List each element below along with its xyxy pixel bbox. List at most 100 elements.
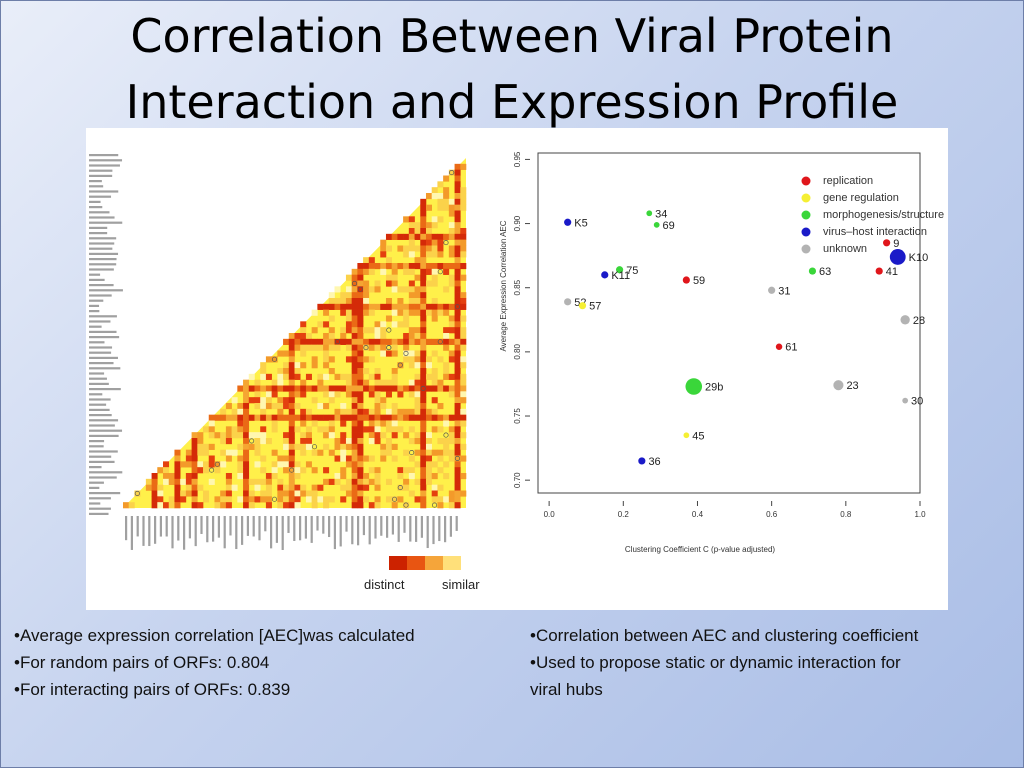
heatmap-cell	[391, 414, 398, 421]
heatmap-cell	[231, 426, 238, 433]
heatmap-cell	[283, 350, 290, 357]
heatmap-cell	[460, 187, 467, 194]
heatmap-cell	[363, 496, 370, 503]
heatmap-cell	[408, 222, 415, 229]
heatmap-cell	[431, 263, 438, 270]
heatmap-cell	[351, 286, 358, 293]
heatmap-cell	[420, 210, 427, 217]
heatmap-cell	[397, 303, 404, 310]
heatmap-cell	[454, 274, 461, 281]
heatmap-cell	[391, 373, 398, 380]
heatmap-cell	[323, 385, 330, 392]
heatmap-cell	[368, 344, 375, 351]
heatmap-cell	[374, 263, 381, 270]
heatmap-cell	[460, 327, 467, 334]
heatmap-cell	[220, 502, 227, 509]
heatmap-cell	[357, 455, 364, 462]
heatmap-cell	[420, 379, 427, 386]
heatmap-marker	[289, 467, 295, 473]
heatmap-marker	[386, 327, 392, 333]
heatmap-cell	[328, 391, 335, 398]
heatmap-cell	[425, 478, 432, 485]
heatmap-cell	[334, 443, 341, 450]
heatmap-cell	[408, 292, 415, 299]
legend-color-high	[443, 556, 461, 570]
heatmap-cell	[448, 490, 455, 497]
heatmap-cell	[265, 391, 272, 398]
heatmap-cell	[454, 298, 461, 305]
heatmap-cell	[345, 274, 352, 281]
heatmap-cell	[397, 408, 404, 415]
heatmap-cell	[437, 414, 444, 421]
heatmap-cell	[425, 373, 432, 380]
heatmap-cell	[443, 473, 450, 480]
heatmap-row-label	[89, 367, 121, 370]
heatmap-cell	[425, 356, 432, 363]
heatmap-row-label	[89, 299, 104, 302]
heatmap-cell	[357, 327, 364, 334]
heatmap-cell	[357, 286, 364, 293]
heatmap-cell	[420, 303, 427, 310]
data-point-28	[900, 315, 910, 325]
heatmap-cell	[374, 408, 381, 415]
heatmap-cell	[288, 385, 295, 392]
heatmap-marker	[357, 286, 363, 292]
heatmap-cell	[345, 338, 352, 345]
heatmap-cell	[351, 502, 358, 509]
heatmap-cell	[460, 193, 467, 200]
heatmap-cell	[340, 438, 347, 445]
data-point-45	[683, 432, 690, 439]
heatmap-cell	[203, 461, 210, 468]
heatmap-cell	[368, 356, 375, 363]
heatmap-cell	[431, 385, 438, 392]
heatmap-cell	[443, 373, 450, 380]
heatmap-cell	[374, 368, 381, 375]
heatmap-cell	[334, 385, 341, 392]
heatmap-row-label	[89, 294, 112, 297]
heatmap-cell	[323, 414, 330, 421]
heatmap-cell	[294, 467, 301, 474]
heatmap-cell	[231, 397, 238, 404]
heatmap-cell	[323, 432, 330, 439]
heatmap-cell	[271, 385, 278, 392]
heatmap-cell	[363, 408, 370, 415]
heatmap-cell	[363, 303, 370, 310]
heatmap-cell	[391, 233, 398, 240]
heatmap-cell	[420, 438, 427, 445]
heatmap-cell	[340, 303, 347, 310]
heatmap-cell	[123, 502, 130, 509]
heatmap-cell	[454, 502, 461, 509]
heatmap-cell	[380, 268, 387, 275]
heatmap-cell	[288, 333, 295, 340]
heatmap-cell	[248, 385, 255, 392]
heatmap-cell	[420, 251, 427, 258]
heatmap-cell	[357, 432, 364, 439]
slide-title-line-2: Interaction and Expression Profile	[125, 75, 899, 129]
heatmap-cell	[300, 414, 307, 421]
heatmap-cell	[448, 263, 455, 270]
heatmap-cell	[357, 368, 364, 375]
heatmap-cell	[208, 455, 215, 462]
heatmap-cell	[185, 461, 192, 468]
heatmap-marker	[437, 269, 443, 275]
heatmap-cell	[334, 286, 341, 293]
heatmap-cell	[328, 385, 335, 392]
heatmap-col-label	[206, 516, 209, 543]
heatmap-cell	[460, 163, 467, 170]
slide-title-line-1: Correlation Between Viral Protein	[130, 9, 894, 63]
heatmap-cell	[191, 449, 198, 456]
heatmap-col-label	[217, 516, 220, 538]
heatmap-cell	[254, 461, 261, 468]
heatmap-cell	[300, 408, 307, 415]
heatmap-cell	[420, 204, 427, 211]
heatmap-cell	[431, 298, 438, 305]
heatmap-cell	[351, 268, 358, 275]
heatmap-cell	[334, 455, 341, 462]
heatmap-cell	[288, 397, 295, 404]
heatmap-row-label	[89, 403, 107, 406]
heatmap-cell	[368, 467, 375, 474]
heatmap-cell	[454, 356, 461, 363]
heatmap-cell	[380, 239, 387, 246]
heatmap-cell	[437, 181, 444, 188]
heatmap-cell	[163, 467, 170, 474]
